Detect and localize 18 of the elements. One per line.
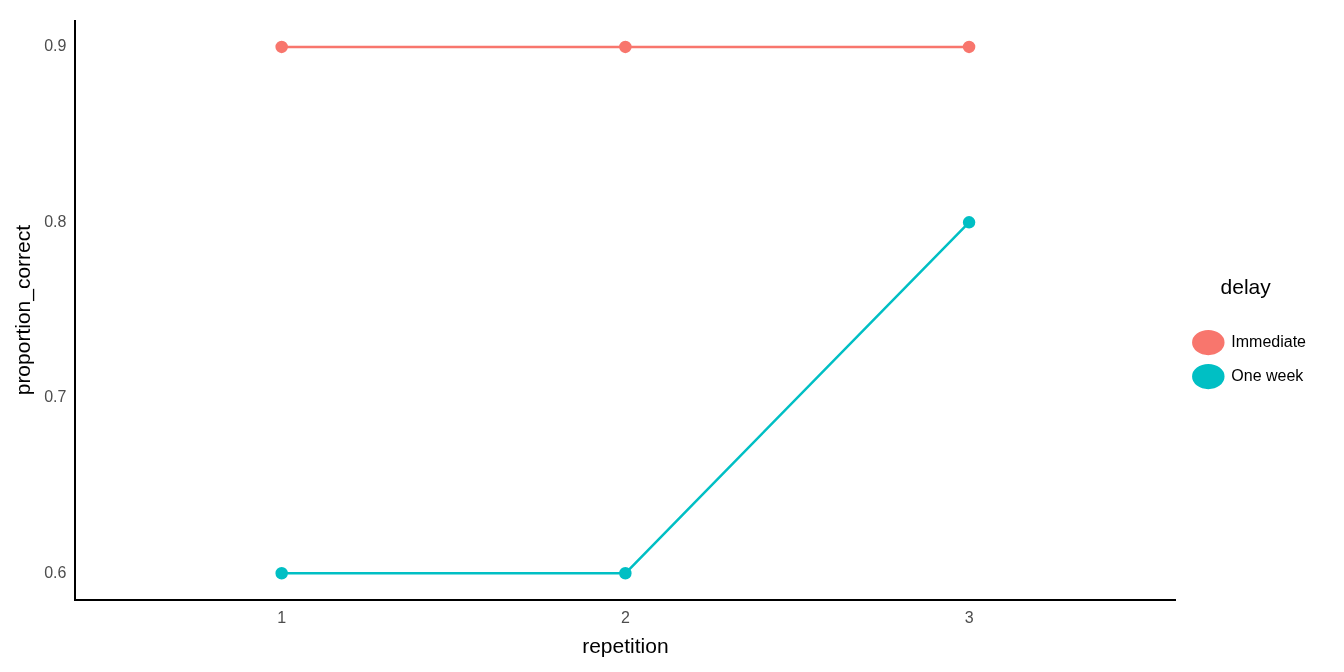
x-tick-label: 3 — [964, 608, 974, 626]
point — [275, 567, 288, 580]
y-tick-label: 0.9 — [44, 37, 67, 55]
y-tick-label: 0.8 — [44, 212, 67, 230]
x-tick-label: 1 — [277, 608, 287, 626]
y-tick-label: 0.6 — [44, 563, 67, 581]
point — [962, 40, 976, 54]
legend-title: delay — [1220, 274, 1272, 298]
y-tick-label: 0.7 — [44, 388, 67, 406]
point — [619, 40, 632, 54]
legend-label: Immediate — [1231, 333, 1307, 351]
y-axis-title: proportion_correct — [11, 224, 36, 396]
point — [275, 40, 288, 54]
point — [619, 567, 632, 580]
x-tick-label: 2 — [620, 608, 630, 626]
x-axis-title: repetition — [582, 634, 669, 658]
point — [962, 216, 976, 229]
legend-label: One week — [1231, 367, 1305, 385]
